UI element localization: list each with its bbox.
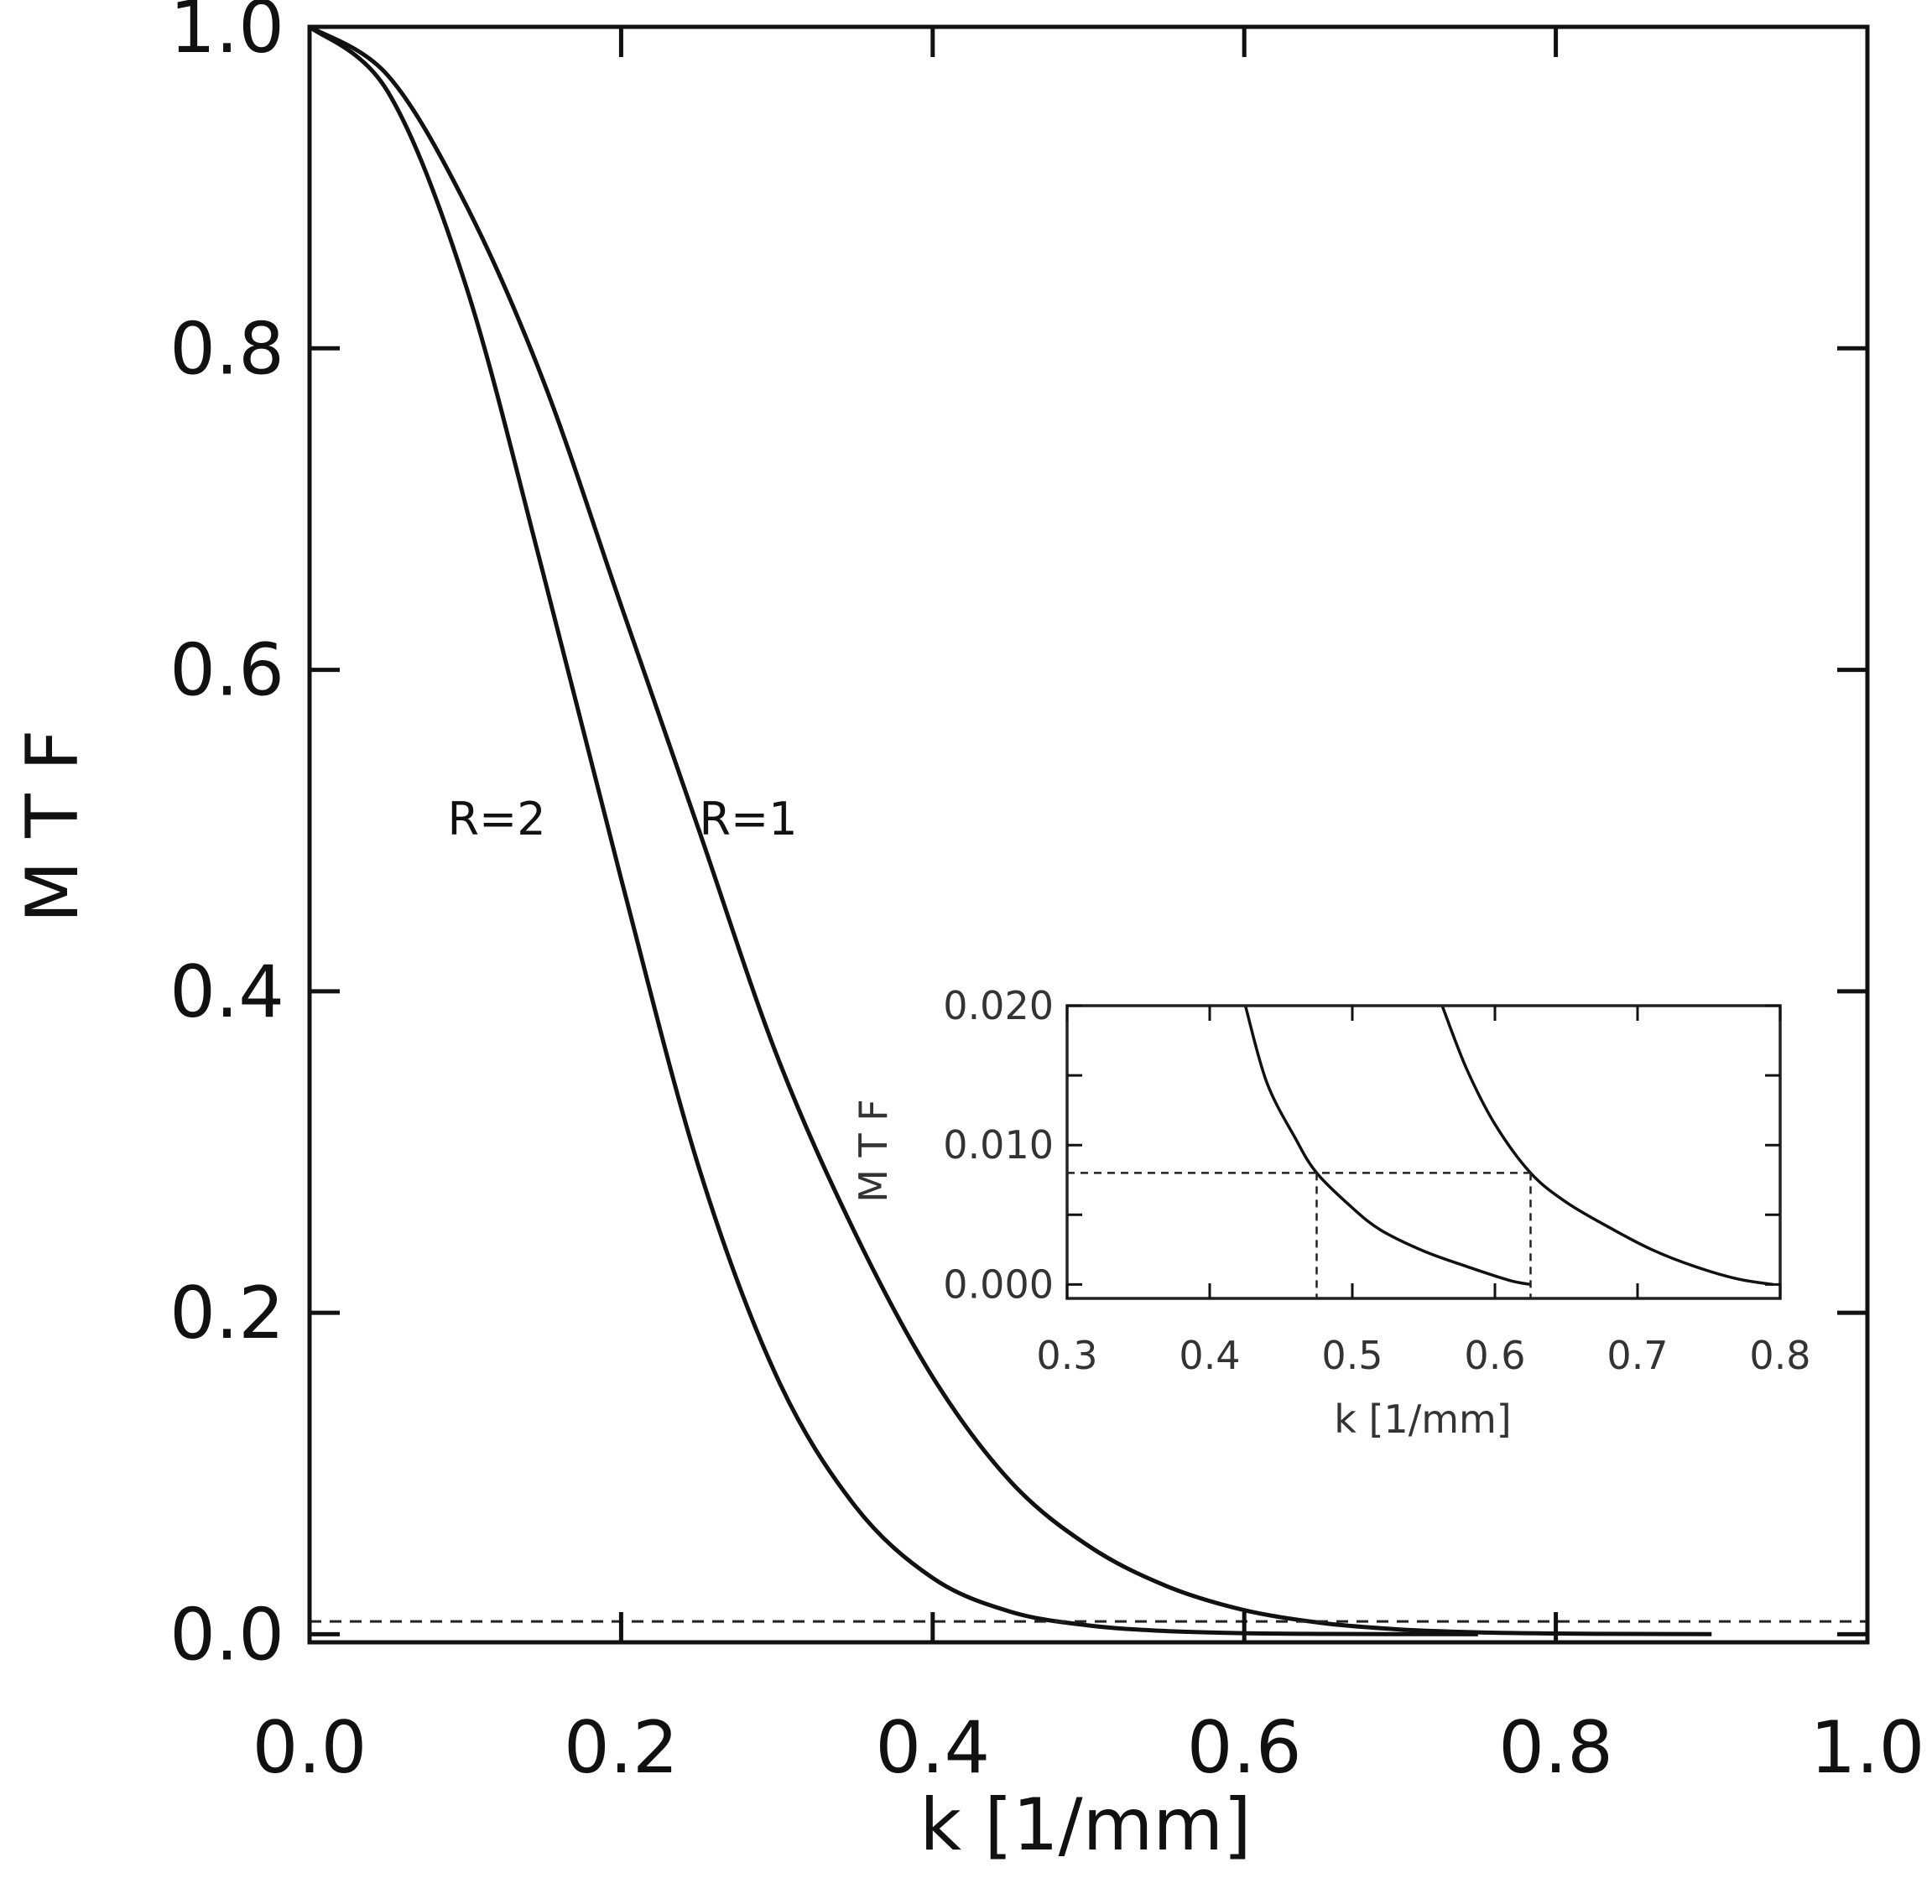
main-series-r1-line [310, 27, 1712, 1636]
inset-plot-frame [1065, 1004, 1782, 1300]
inset-y-tick-label: 0.020 [943, 983, 1054, 1028]
inset-y-axis-title: M T F [851, 1099, 896, 1203]
main-plot: 0.0 0.2 0.4 0.6 0.8 1.0 0.0 0.2 0.4 0.6 0.8 1.0 k … [11, 0, 1924, 1867]
inset-x-tick-label: 0.4 [1179, 1333, 1240, 1378]
main-ticks [307, 24, 1870, 1642]
main-y-tick-labels: 0.0 0.2 0.4 0.6 0.8 1.0 [169, 0, 284, 1677]
inset-series-r2-line [1243, 1006, 1531, 1287]
inset-y-tick-label: 0.000 [943, 1262, 1054, 1307]
inset-x-axis-title: k [1/mm] [1334, 1397, 1512, 1442]
inset-x-tick-label: 0.8 [1749, 1333, 1810, 1378]
main-x-tick-label: 0.6 [1187, 1706, 1302, 1790]
main-x-tick-label: 0.8 [1498, 1706, 1613, 1790]
main-x-axis-title: k [1/mm] [919, 1783, 1251, 1867]
main-x-tick-label: 0.0 [253, 1706, 367, 1790]
series-label-r2: R=2 [447, 793, 545, 845]
series-label-r1: R=1 [699, 793, 797, 845]
inset-y-tick-label: 0.010 [943, 1122, 1054, 1168]
inset-x-tick-label: 0.7 [1607, 1333, 1668, 1378]
main-x-tick-label: 1.0 [1810, 1706, 1925, 1790]
inset-ticks [1065, 1004, 1782, 1298]
main-y-tick-label: 0.0 [169, 1593, 284, 1677]
main-series-r2-line [310, 27, 1478, 1636]
main-y-tick-label: 1.0 [169, 0, 284, 70]
main-x-tick-label: 0.4 [875, 1706, 990, 1790]
main-x-tick-label: 0.2 [564, 1706, 679, 1790]
inset-x-tick-label: 0.5 [1321, 1333, 1383, 1378]
main-y-tick-label: 0.4 [169, 950, 284, 1034]
main-y-tick-label: 0.6 [169, 629, 284, 713]
main-y-tick-label: 0.8 [169, 307, 284, 391]
inset-curves [1243, 1006, 1773, 1287]
main-y-tick-label: 0.2 [169, 1272, 284, 1355]
inset-series-r1-line [1440, 1006, 1773, 1287]
inset-plot: 0.3 0.4 0.5 0.6 0.7 0.8 0.000 0.010 0.020 k [1/… [851, 983, 1811, 1442]
inset-reference-lines [1067, 1172, 1532, 1298]
main-plot-frame [307, 24, 1870, 1645]
main-x-tick-labels: 0.0 0.2 0.4 0.6 0.8 1.0 [253, 1706, 1925, 1790]
inset-x-tick-label: 0.6 [1464, 1333, 1525, 1378]
inset-x-tick-labels: 0.3 0.4 0.5 0.6 0.7 0.8 [1036, 1333, 1810, 1378]
inset-x-tick-label: 0.3 [1036, 1333, 1097, 1378]
inset-y-tick-labels: 0.000 0.010 0.020 [943, 983, 1054, 1307]
main-curves [310, 27, 1712, 1636]
main-y-axis-title: M T F [11, 730, 95, 923]
